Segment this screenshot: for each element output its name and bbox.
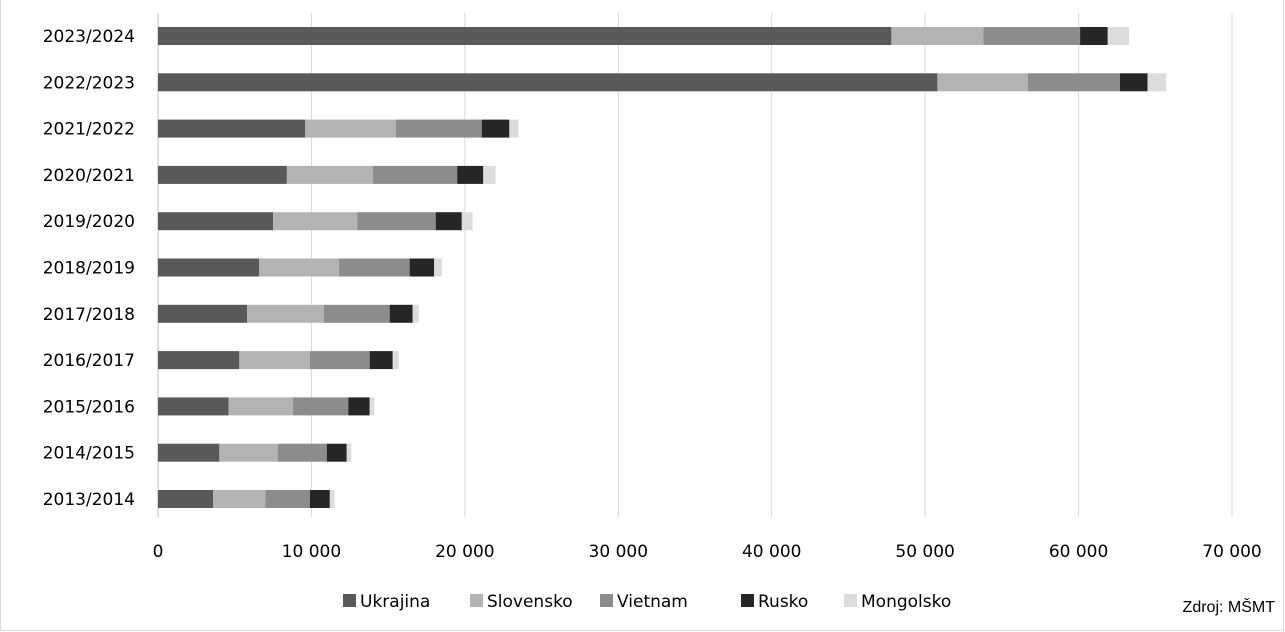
bar-segment-mongolsko [329, 490, 335, 508]
bar-segment-slovensko [259, 258, 340, 277]
bar-segment-ukrajina [158, 258, 260, 277]
bar-segment-slovensko [213, 490, 266, 508]
legend-swatch [343, 594, 356, 607]
bar-segment-vietnam [277, 443, 327, 462]
category-labels: 2023/2024 2022/2023 2021/2022 2020/2021 2019… [43, 27, 135, 510]
x-tick-label: 40 000 [742, 542, 801, 562]
bar-segment-vietnam [983, 27, 1081, 45]
gridlines [157, 13, 1233, 517]
bar-segment-rusko [348, 397, 370, 416]
bar-segment-rusko [326, 443, 347, 462]
category-label: 2022/2023 [43, 73, 135, 93]
bar-segment-slovensko [246, 304, 324, 323]
x-tick-label: 60 000 [1049, 542, 1108, 562]
category-label: 2014/2015 [43, 444, 135, 464]
legend-swatch [741, 594, 754, 607]
bar-segment-rusko [309, 490, 330, 508]
bar-segment-ukrajina [158, 73, 938, 92]
bar-segment-rusko [409, 258, 435, 277]
legend-label: Mongolsko [861, 592, 951, 612]
bar-segment-vietnam [339, 258, 410, 277]
bar-segment-ukrajina [158, 351, 240, 370]
bar-segment-slovensko [273, 212, 358, 231]
bar-segment-ukrajina [158, 397, 229, 416]
legend: Ukrajina Slovensko Vietnam Rusko Mongolsko [343, 592, 951, 612]
bar-segment-rusko [1119, 73, 1148, 92]
x-tick-label: 50 000 [895, 542, 954, 562]
category-label: 2019/2020 [43, 212, 135, 232]
x-tick-labels: 0 10 000 20 000 30 000 40 000 50 000 60 000 70 … [153, 542, 1262, 562]
bar-segment-ukrajina [158, 119, 306, 138]
bar-segment-vietnam [395, 119, 482, 138]
legend-swatch [844, 594, 857, 607]
bar-segment-ukrajina [158, 304, 247, 323]
bar-segment-slovensko [937, 73, 1028, 92]
bar-segment-ukrajina [158, 165, 287, 184]
category-label: 2013/2014 [43, 490, 135, 510]
category-label: 2018/2019 [43, 259, 135, 279]
bar-segment-vietnam [323, 304, 390, 323]
x-tick-label: 70 000 [1202, 542, 1261, 562]
legend-label: Slovensko [487, 592, 573, 612]
legend-swatch [470, 594, 483, 607]
bar-segment-ukrajina [158, 490, 214, 508]
bar-segment-vietnam [372, 165, 458, 184]
bar-segment-mongolsko [1107, 27, 1130, 45]
bar-segment-rusko [389, 304, 413, 323]
bar-segment-rusko [435, 212, 462, 231]
bar-segment-ukrajina [158, 443, 220, 462]
bar-segment-mongolsko [1147, 73, 1167, 92]
bar-segment-slovensko [305, 119, 396, 138]
bar-segment-ukrajina [158, 27, 892, 45]
category-label: 2023/2024 [43, 27, 135, 47]
legend-label: Vietnam [617, 592, 688, 612]
x-tick-label: 30 000 [589, 542, 648, 562]
bar-segment-vietnam [265, 490, 310, 508]
bar-segment-mongolsko [461, 212, 473, 231]
x-tick-label: 20 000 [435, 542, 494, 562]
category-label: 2017/2018 [43, 305, 135, 325]
bar-segment-slovensko [891, 27, 984, 45]
bar-segment-mongolsko [346, 443, 352, 462]
bar-segment-slovensko [239, 351, 310, 370]
category-label: 2015/2016 [43, 397, 135, 417]
bar-segment-vietnam [1027, 73, 1120, 92]
bars [158, 27, 1167, 508]
bar-segment-slovensko [286, 165, 373, 184]
legend-swatch [600, 594, 613, 607]
source-label: Zdroj: MŠMT [1183, 597, 1276, 616]
x-tick-label: 0 [153, 542, 164, 562]
bar-segment-mongolsko [369, 397, 375, 416]
bar-segment-mongolsko [412, 304, 419, 323]
category-label: 2020/2021 [43, 166, 135, 186]
legend-label: Ukrajina [360, 592, 430, 612]
bar-segment-vietnam [293, 397, 349, 416]
bar-segment-rusko [457, 165, 484, 184]
legend-label: Rusko [758, 592, 808, 612]
bar-segment-slovensko [228, 397, 294, 416]
bar-segment-mongolsko [392, 351, 399, 370]
bar-segment-mongolsko [434, 258, 442, 277]
bar-segment-rusko [1080, 27, 1108, 45]
bar-segment-mongolsko [483, 165, 496, 184]
bar-segment-rusko [481, 119, 510, 138]
x-tick-label: 10 000 [282, 542, 341, 562]
bar-segment-ukrajina [158, 212, 274, 231]
category-label: 2016/2017 [43, 351, 135, 371]
bar-segment-vietnam [309, 351, 370, 370]
category-label: 2021/2022 [43, 120, 135, 140]
bar-segment-vietnam [357, 212, 436, 231]
bar-segment-slovensko [219, 443, 278, 462]
bar-segment-mongolsko [509, 119, 519, 138]
bar-segment-rusko [369, 351, 393, 370]
